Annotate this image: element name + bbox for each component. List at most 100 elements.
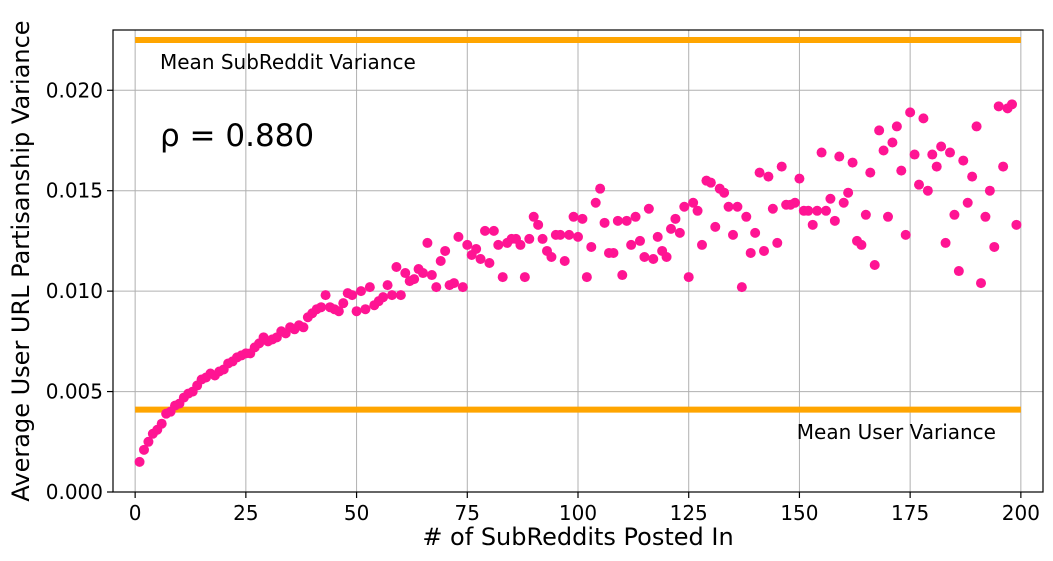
x-tick-label: 125 bbox=[670, 501, 708, 525]
data-point bbox=[847, 157, 858, 168]
x-tick-label: 150 bbox=[780, 501, 818, 525]
data-point bbox=[688, 197, 699, 208]
data-point bbox=[945, 147, 955, 158]
data-point bbox=[869, 260, 880, 271]
data-point bbox=[918, 113, 929, 124]
data-point bbox=[661, 251, 672, 262]
data-point bbox=[453, 231, 464, 242]
data-point bbox=[878, 145, 889, 156]
data-point bbox=[825, 193, 836, 204]
data-point bbox=[617, 270, 628, 281]
data-point bbox=[741, 211, 752, 222]
data-point bbox=[621, 215, 632, 226]
data-point bbox=[821, 205, 831, 216]
data-point bbox=[772, 237, 783, 248]
data-points bbox=[134, 99, 1022, 467]
data-point bbox=[874, 125, 885, 136]
data-point bbox=[559, 256, 570, 266]
data-point bbox=[967, 171, 978, 182]
data-point bbox=[568, 211, 579, 222]
data-point bbox=[333, 306, 344, 317]
data-point bbox=[595, 183, 606, 194]
data-point bbox=[431, 282, 442, 293]
data-point bbox=[692, 205, 703, 216]
data-point bbox=[573, 231, 583, 242]
data-point bbox=[993, 101, 1004, 112]
data-point bbox=[143, 436, 154, 447]
x-tick-label: 25 bbox=[233, 501, 258, 525]
data-point bbox=[794, 173, 805, 184]
data-point bbox=[674, 227, 685, 238]
data-point bbox=[484, 258, 495, 269]
data-point bbox=[635, 235, 645, 246]
data-point bbox=[648, 253, 659, 264]
data-point bbox=[931, 161, 942, 172]
data-point bbox=[608, 247, 619, 258]
y-axis-label: Average User URL Partisanship Variance bbox=[7, 20, 35, 501]
data-point bbox=[838, 197, 849, 208]
data-point bbox=[732, 201, 743, 212]
data-point bbox=[630, 211, 641, 222]
data-point bbox=[418, 268, 428, 279]
reference-lines bbox=[135, 37, 1021, 413]
data-point bbox=[462, 239, 473, 250]
data-point bbox=[564, 229, 575, 240]
data-point bbox=[457, 282, 468, 293]
y-tick-label: 0.000 bbox=[46, 480, 103, 504]
data-point bbox=[905, 107, 916, 118]
data-point bbox=[697, 239, 707, 250]
data-point bbox=[316, 302, 327, 313]
data-point bbox=[883, 211, 893, 222]
data-point bbox=[612, 215, 623, 226]
data-point bbox=[807, 219, 818, 230]
mean-user-variance-label: Mean User Variance bbox=[797, 420, 996, 444]
data-point bbox=[927, 149, 938, 160]
x-tick-label: 50 bbox=[344, 501, 369, 525]
data-point bbox=[156, 418, 167, 429]
data-point bbox=[812, 205, 823, 216]
data-point bbox=[745, 247, 756, 258]
data-point bbox=[856, 239, 867, 250]
data-point bbox=[356, 286, 366, 297]
data-point bbox=[865, 167, 876, 178]
data-point bbox=[546, 251, 557, 262]
data-point bbox=[515, 239, 526, 250]
data-point bbox=[759, 245, 769, 256]
data-point bbox=[719, 187, 730, 198]
x-tick-label: 175 bbox=[891, 501, 929, 525]
correlation-label: ρ = 0.880 bbox=[160, 118, 314, 154]
data-point bbox=[958, 155, 969, 166]
data-point bbox=[134, 456, 145, 467]
data-point bbox=[493, 239, 504, 250]
data-point bbox=[767, 203, 778, 214]
data-point bbox=[639, 251, 650, 262]
data-point bbox=[710, 221, 721, 232]
data-point bbox=[891, 121, 902, 132]
data-point bbox=[426, 270, 437, 281]
data-point bbox=[1011, 219, 1022, 230]
data-point bbox=[922, 185, 933, 196]
x-axis-ticks: 0 25 50 75 100 125 150 175 200 bbox=[129, 492, 1040, 525]
data-point bbox=[723, 201, 734, 212]
mean-subreddit-variance-label: Mean SubReddit Variance bbox=[160, 50, 416, 74]
data-point bbox=[763, 171, 774, 182]
data-point bbox=[555, 229, 566, 240]
data-point bbox=[435, 256, 446, 266]
data-point bbox=[347, 290, 358, 301]
data-point bbox=[577, 213, 588, 224]
data-point bbox=[909, 149, 920, 160]
data-point bbox=[488, 225, 499, 236]
data-point bbox=[936, 141, 947, 152]
y-tick-label: 0.010 bbox=[46, 279, 103, 303]
data-point bbox=[298, 322, 309, 333]
x-tick-label: 100 bbox=[559, 501, 597, 525]
data-point bbox=[626, 239, 637, 250]
data-point bbox=[382, 280, 393, 291]
data-point bbox=[971, 121, 982, 132]
data-point bbox=[537, 233, 548, 244]
data-point bbox=[581, 272, 592, 283]
data-point bbox=[736, 282, 747, 293]
data-point bbox=[139, 444, 149, 455]
data-point bbox=[400, 268, 411, 279]
x-tick-label: 0 bbox=[129, 501, 142, 525]
